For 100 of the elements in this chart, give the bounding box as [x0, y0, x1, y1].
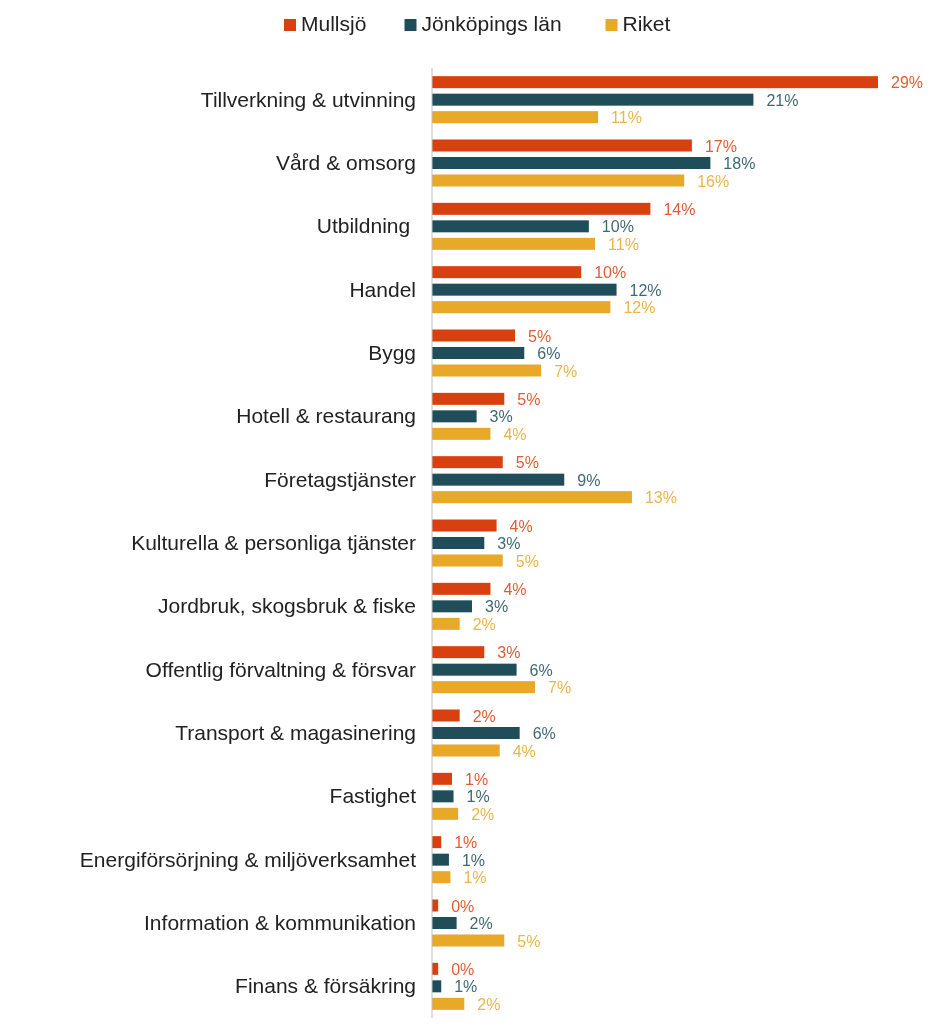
- data-label: 1%: [454, 978, 478, 996]
- y-tick-label: Vård & omsorg: [275, 151, 416, 174]
- y-tick-label: Finans & försäkring: [235, 974, 416, 998]
- bar: [432, 519, 497, 532]
- data-label: 14%: [663, 200, 696, 218]
- bar: [432, 790, 454, 803]
- data-label: 6%: [529, 661, 553, 679]
- data-label: 5%: [517, 390, 541, 408]
- data-label: 4%: [509, 517, 533, 535]
- bar: [432, 364, 542, 377]
- bar: [432, 491, 632, 504]
- y-tick-label: Företagstjänster: [264, 467, 416, 491]
- bar: [432, 853, 449, 866]
- data-label: 0%: [451, 897, 475, 915]
- bar: [432, 727, 520, 739]
- bar: [432, 709, 460, 722]
- data-label: 3%: [497, 644, 521, 662]
- y-tick-label: Information & kommunikation: [144, 911, 416, 934]
- y-tick-label: Kulturella & personliga tjänster: [131, 531, 416, 554]
- data-label: 4%: [503, 425, 527, 443]
- y-tick-label: Utbildning: [316, 214, 416, 238]
- bar: [432, 283, 617, 296]
- data-label: 1%: [454, 834, 478, 852]
- y-tick-label: Bygg: [368, 341, 416, 364]
- bar: [432, 157, 711, 169]
- data-label: 0%: [451, 960, 475, 978]
- data-label: 11%: [608, 235, 639, 253]
- bar: [432, 427, 491, 440]
- bar: [432, 473, 565, 486]
- legend-label: Riket: [622, 12, 671, 35]
- bar: [432, 871, 451, 884]
- bar: [432, 456, 503, 469]
- data-label: 6%: [532, 725, 556, 742]
- data-label: 2%: [472, 615, 496, 633]
- data-label: 1%: [466, 788, 490, 806]
- data-label: 16%: [697, 172, 730, 190]
- data-label: 3%: [489, 408, 513, 426]
- bar: [432, 220, 589, 233]
- bar: [432, 646, 485, 659]
- bar: [432, 600, 472, 613]
- data-label: 7%: [554, 362, 578, 380]
- data-label: 12%: [629, 281, 662, 299]
- y-tick-label: Fastighet: [329, 784, 417, 808]
- bar: [432, 917, 457, 929]
- bar: [432, 554, 503, 567]
- data-label: 9%: [577, 471, 601, 489]
- bar: [432, 582, 491, 595]
- data-label: 5%: [517, 932, 541, 950]
- y-tick-label: Hotell & restaurang: [236, 404, 416, 428]
- data-label: 1%: [463, 869, 487, 887]
- bar: [432, 237, 596, 250]
- data-label: 1%: [464, 770, 489, 788]
- data-label: 4%: [512, 742, 536, 760]
- bar: [432, 139, 692, 152]
- data-label: 21%: [766, 91, 799, 109]
- data-label: 3%: [484, 598, 509, 616]
- data-label: 2%: [477, 995, 501, 1013]
- data-label: 10%: [594, 264, 627, 282]
- bar: [432, 663, 517, 676]
- bar: [432, 681, 536, 694]
- y-tick-label: Tillverkning & utvinning: [200, 87, 416, 111]
- data-label: 4%: [503, 580, 527, 598]
- data-label: 7%: [548, 679, 572, 697]
- bar: [432, 329, 516, 342]
- bar: [432, 997, 465, 1010]
- y-tick-label: Energiförsörjning & miljöverksamhet: [79, 847, 417, 871]
- bar: [432, 347, 525, 359]
- y-tick-label: Offentlig förvaltning & försvar: [145, 657, 417, 681]
- data-label: 5%: [515, 454, 539, 472]
- y-tick-label: Jordbruk, skogsbruk & fiske: [158, 594, 416, 618]
- bar: [432, 392, 505, 405]
- bar: [432, 202, 651, 215]
- bar: [432, 266, 582, 279]
- data-label: 10%: [601, 218, 634, 236]
- bar: [432, 93, 754, 106]
- legend-label: Mullsjö: [301, 12, 367, 35]
- data-label: 29%: [891, 74, 924, 92]
- data-label: 5%: [528, 327, 552, 345]
- data-label: 6%: [537, 345, 561, 362]
- data-label: 1%: [461, 851, 486, 869]
- bar: [432, 76, 878, 89]
- bar: [432, 301, 611, 314]
- bar: [432, 934, 505, 947]
- bar: [432, 772, 452, 785]
- data-label: 13%: [644, 489, 677, 507]
- bar: [432, 410, 477, 423]
- data-label: 5%: [515, 552, 539, 570]
- data-label: 18%: [723, 155, 756, 172]
- data-label: 12%: [623, 299, 656, 317]
- bar: [432, 111, 599, 124]
- bar: [432, 174, 685, 187]
- y-tick-label: Transport & magasinering: [175, 721, 416, 744]
- bar: [432, 744, 500, 757]
- data-label: 2%: [472, 707, 496, 725]
- data-label: 2%: [471, 805, 495, 823]
- legend-label: Jönköpings län: [421, 12, 562, 35]
- bar: [432, 807, 459, 820]
- bar: [432, 537, 485, 549]
- y-tick-label: Handel: [349, 277, 416, 301]
- data-label: 3%: [497, 535, 521, 552]
